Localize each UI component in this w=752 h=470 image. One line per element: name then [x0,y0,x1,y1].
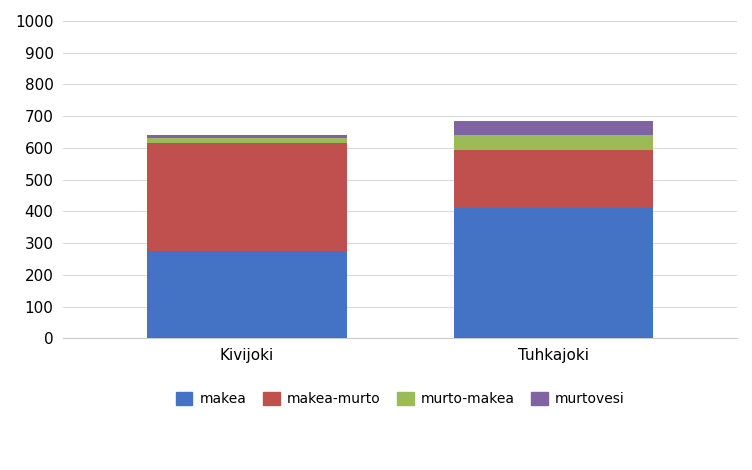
Bar [147,135,347,138]
Bar [453,121,653,135]
Bar [453,149,653,208]
Bar [453,135,653,149]
Bar [147,251,347,338]
Bar [147,138,347,143]
Legend: makea, makea-murto, murto-makea, murtovesi: makea, makea-murto, murto-makea, murtove… [170,386,630,412]
Bar [453,208,653,338]
Bar [147,143,347,251]
